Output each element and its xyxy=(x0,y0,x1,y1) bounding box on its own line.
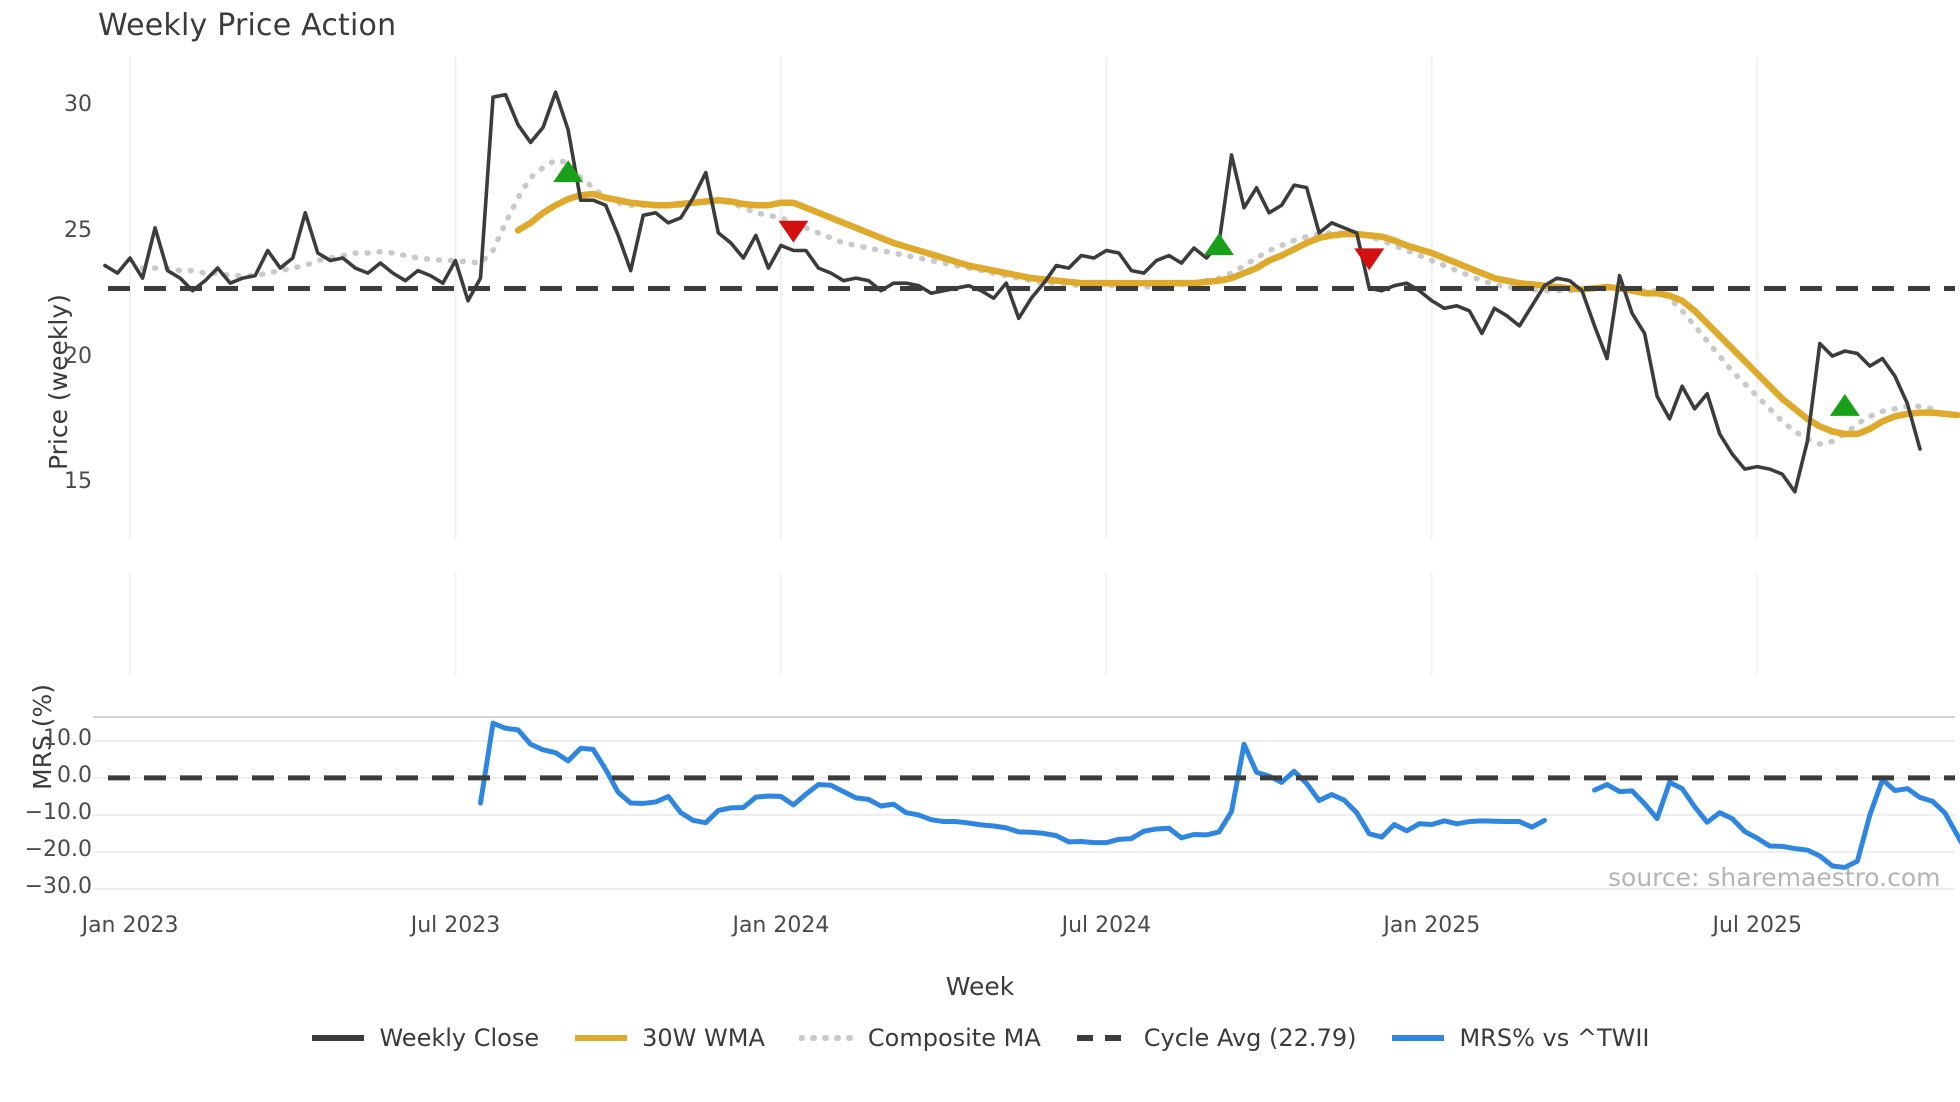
legend-label: Composite MA xyxy=(867,1024,1041,1052)
price-y-tick-label: 30 xyxy=(64,92,92,118)
mrs-y-tick-label: −20.0 xyxy=(24,836,92,862)
sell-signal-marker xyxy=(778,220,809,243)
mrs-line xyxy=(478,720,1547,846)
legend-item[interactable]: Cycle Avg (22.79) xyxy=(1075,1024,1357,1052)
x-tick-label: Jul 2025 xyxy=(1712,913,1802,938)
buy-signal-marker xyxy=(1204,233,1235,256)
legend-swatch-icon xyxy=(310,1029,366,1047)
x-tick-label: Jul 2024 xyxy=(1061,913,1152,938)
legend-swatch-icon xyxy=(1390,1029,1446,1047)
legend-label: Cycle Avg (22.79) xyxy=(1143,1024,1357,1052)
legend-label: 30W WMA xyxy=(642,1024,765,1052)
legend-label: Weekly Close xyxy=(379,1024,540,1052)
legend-item[interactable]: MRS% vs ^TWII xyxy=(1390,1024,1650,1052)
x-tick-label: Jul 2023 xyxy=(410,913,501,938)
price-y-tick-label: 25 xyxy=(64,217,92,243)
mrs-y-tick-label: −10.0 xyxy=(24,799,92,825)
legend-swatch-icon xyxy=(798,1029,855,1047)
x-tick-label: Jan 2023 xyxy=(81,913,179,938)
price-y-tick-label: 20 xyxy=(64,343,92,369)
plot-canvas xyxy=(93,57,1960,890)
legend-item[interactable]: Weekly Close xyxy=(310,1024,539,1052)
buy-signal-marker xyxy=(1829,394,1860,416)
legend-item[interactable]: Composite MA xyxy=(798,1024,1041,1052)
legend-swatch-icon xyxy=(573,1029,629,1047)
mrs-line xyxy=(1592,777,1960,870)
x-tick-label: Jan 2024 xyxy=(732,913,830,938)
wma-line xyxy=(514,190,1960,438)
buy-signal-marker xyxy=(553,160,584,183)
legend-swatch-icon xyxy=(1075,1029,1131,1047)
sell-signal-marker xyxy=(1354,248,1385,271)
mrs-y-tick-label: −30.0 xyxy=(24,873,92,899)
legend-item[interactable]: 30W WMA xyxy=(573,1024,765,1052)
legend-label: MRS% vs ^TWII xyxy=(1459,1024,1650,1052)
mrs-y-tick-label: 10.0 xyxy=(43,725,92,751)
composite-ma-line xyxy=(139,157,1936,447)
price-y-tick-label: 15 xyxy=(64,469,92,495)
chart-title: Weekly Price Action xyxy=(98,8,397,43)
chart-legend: Weekly Close 30W WMA Composite MA Cycle Avg… xyxy=(0,1024,1960,1052)
mrs-y-tick-label: 0.0 xyxy=(57,762,92,788)
x-axis-label: Week xyxy=(945,972,1015,1001)
weekly-close-line xyxy=(103,90,1922,494)
x-tick-label: Jan 2025 xyxy=(1383,913,1481,938)
